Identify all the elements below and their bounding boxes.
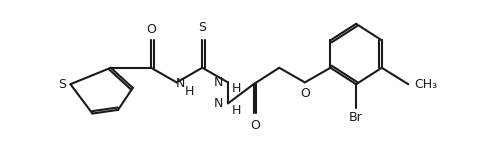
Text: S: S <box>58 78 66 91</box>
Text: H: H <box>232 82 241 95</box>
Text: N: N <box>214 76 223 89</box>
Text: S: S <box>198 21 206 34</box>
Text: H: H <box>185 85 194 98</box>
Text: N: N <box>176 77 185 90</box>
Text: Br: Br <box>349 111 363 124</box>
Text: H: H <box>232 104 241 117</box>
Text: CH₃: CH₃ <box>414 78 437 91</box>
Text: N: N <box>214 97 223 110</box>
Text: O: O <box>146 23 156 36</box>
Text: O: O <box>300 87 310 100</box>
Text: O: O <box>250 119 260 132</box>
